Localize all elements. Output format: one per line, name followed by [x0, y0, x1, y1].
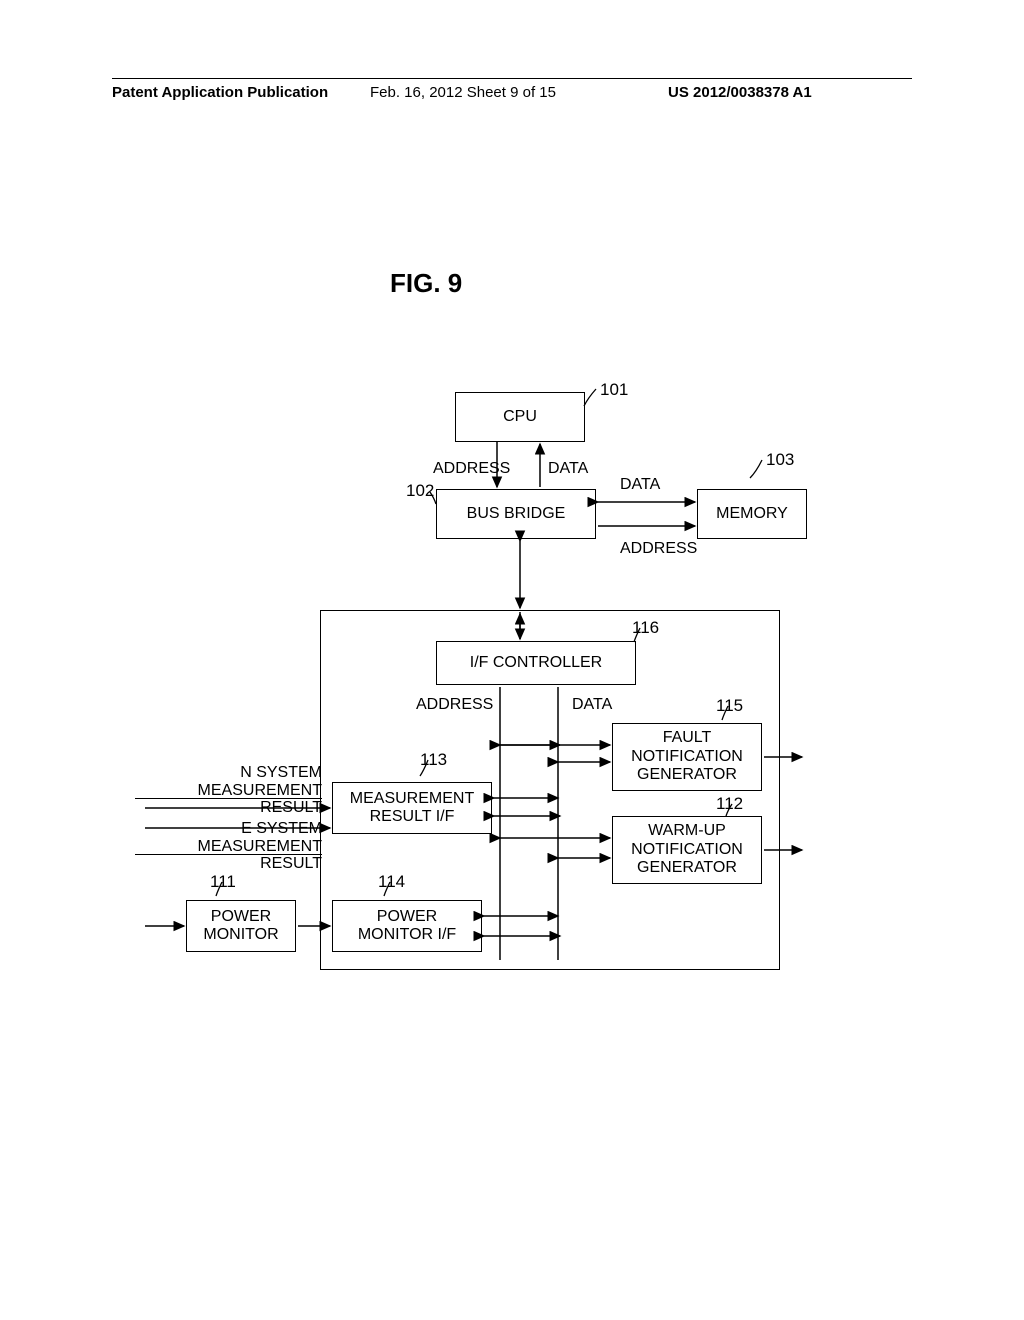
n-system-label: N SYSTEM MEASUREMENT RESULT: [142, 764, 322, 817]
ref-102: 102: [406, 481, 434, 501]
header-rule: [112, 78, 912, 79]
ref-101: 101: [600, 380, 628, 400]
ref-114: 114: [378, 872, 405, 892]
data-label-mem: DATA: [620, 476, 660, 494]
power-monitor-block: POWER MONITOR: [186, 900, 296, 952]
ref-111: 111: [210, 872, 236, 892]
ref-115: 115: [716, 696, 743, 716]
ref-103: 103: [766, 450, 794, 470]
figure-title: FIG. 9: [390, 268, 462, 299]
data-label-cpu: DATA: [548, 460, 588, 478]
ref-113: 113: [420, 750, 447, 770]
address-label-mid: ADDRESS: [416, 696, 493, 714]
address-label-mem: ADDRESS: [620, 540, 697, 558]
if-controller-block: I/F CONTROLLER: [436, 641, 636, 685]
cpu-block: CPU: [455, 392, 585, 442]
header-right: US 2012/0038378 A1: [668, 84, 812, 101]
ref-112: 112: [716, 794, 743, 814]
warmup-generator-block: WARM-UP NOTIFICATION GENERATOR: [612, 816, 762, 884]
n-system-underline: [135, 798, 322, 799]
ref-116: 116: [632, 618, 659, 638]
e-system-underline: [135, 854, 322, 855]
bus-bridge-block: BUS BRIDGE: [436, 489, 596, 539]
memory-block: MEMORY: [697, 489, 807, 539]
power-monitor-if-block: POWER MONITOR I/F: [332, 900, 482, 952]
fault-generator-block: FAULT NOTIFICATION GENERATOR: [612, 723, 762, 791]
address-label-cpu: ADDRESS: [433, 460, 510, 478]
data-label-mid: DATA: [572, 696, 612, 714]
e-system-label: E SYSTEM MEASUREMENT RESULT: [142, 820, 322, 873]
header-center: Feb. 16, 2012 Sheet 9 of 15: [370, 84, 556, 101]
measurement-result-if-block: MEASUREMENT RESULT I/F: [332, 782, 492, 834]
header-left: Patent Application Publication: [112, 84, 328, 101]
